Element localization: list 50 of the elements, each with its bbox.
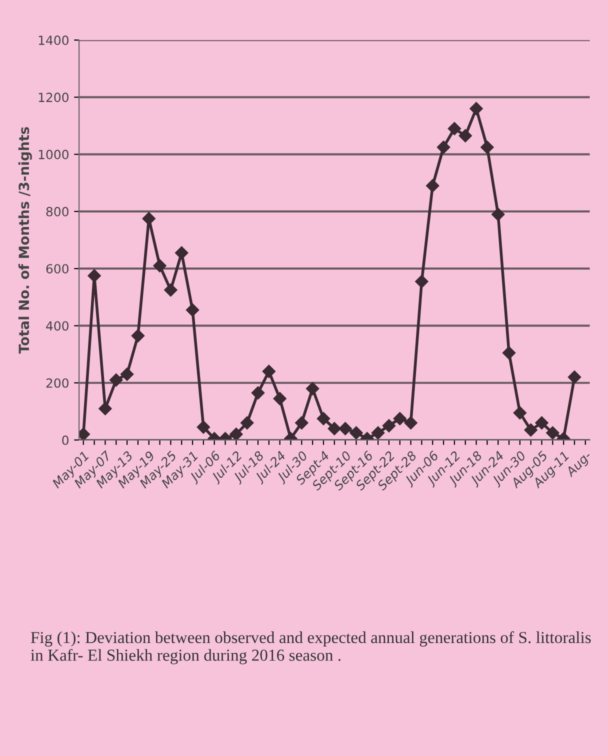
point [110,373,123,387]
point [470,102,483,116]
point [448,122,462,136]
point [350,426,363,440]
point [480,140,494,154]
y-tick-label: 800 [46,206,68,216]
point [524,423,538,437]
point [458,129,472,142]
point [546,426,560,440]
y-tick-label: 600 [46,264,68,274]
point [338,422,352,436]
point [404,416,418,430]
point [306,382,320,396]
point [535,416,548,430]
y-tick-label: 200 [46,378,68,388]
y-axis-title: Total No. of Months /3-nights [18,127,32,354]
point [88,269,101,282]
point [393,412,406,426]
y-tick-label: 1400 [38,36,68,45]
point [196,420,210,434]
point [131,329,145,342]
point [328,422,341,436]
point [240,416,254,430]
point [436,140,450,154]
point [426,179,440,192]
point [120,368,134,381]
point [186,303,200,317]
point [382,419,396,432]
point [513,406,527,420]
point [492,208,505,221]
y-tick-label: 1200 [38,92,68,102]
point [142,212,156,226]
point [175,246,188,260]
y-tick-label: 0 [62,435,68,445]
point [230,428,243,440]
point [251,386,265,400]
point [371,426,385,440]
point [98,402,112,416]
point [316,412,330,426]
point [164,283,178,297]
point [415,274,428,288]
point [262,364,276,378]
point [568,370,582,384]
point [295,416,308,430]
text: Fig (1): Deviation between observed and expected annual generations of S. littoralis in Kafr- El Shiekh region during 2016 season . [30,631,591,664]
point [502,346,516,360]
point [273,392,286,406]
point [153,259,166,272]
y-tick-label: 400 [46,321,68,331]
y-tick-label: 1000 [38,150,68,160]
